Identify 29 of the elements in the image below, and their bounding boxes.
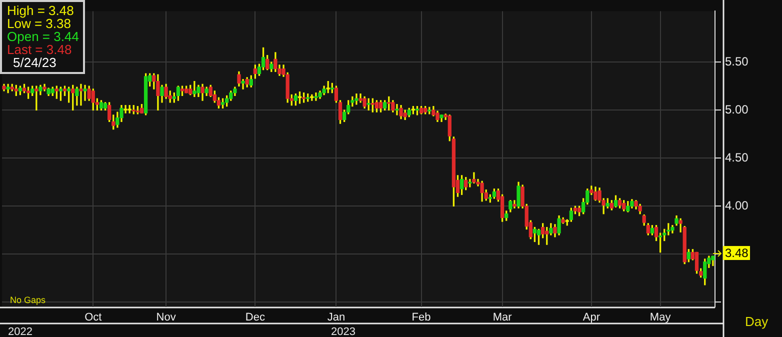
candlestick: [124, 104, 128, 114]
x-tick-label: Oct: [84, 312, 102, 324]
text: 2022: [8, 326, 32, 337]
x-tick-label: Apr: [582, 312, 600, 324]
y-tick-label: 5.50: [725, 54, 749, 68]
y-tick-label: 5.00: [725, 102, 749, 116]
y-tick-label: 4.50: [725, 150, 749, 164]
y-tick-label: 4.00: [725, 198, 749, 212]
text: 2023: [331, 326, 356, 337]
annotation: 5/24/23: [12, 55, 58, 70]
x-tick-label: Feb: [412, 312, 431, 324]
candlestick: [395, 104, 399, 116]
text: Day: [745, 314, 768, 329]
x-tick-label: May: [650, 312, 672, 324]
annotation: High = 3.48: [7, 3, 75, 18]
candlestick: [314, 92, 318, 101]
x-tick-label: Dec: [245, 312, 266, 324]
annotation: Open = 3.44: [7, 29, 79, 44]
candlestick: [83, 84, 87, 101]
annotation: Last = 3.48: [7, 42, 73, 57]
x-tick-label: Mar: [492, 312, 512, 324]
annotation: No Gaps: [10, 295, 46, 305]
candlestick: [79, 84, 83, 106]
candlestick: [358, 93, 362, 103]
x-tick-label: Jan: [327, 312, 346, 324]
candlestick: [354, 93, 358, 105]
x-tick-label: Nov: [156, 312, 176, 324]
text: 3.48: [723, 246, 750, 260]
candlestick: [241, 79, 245, 90]
